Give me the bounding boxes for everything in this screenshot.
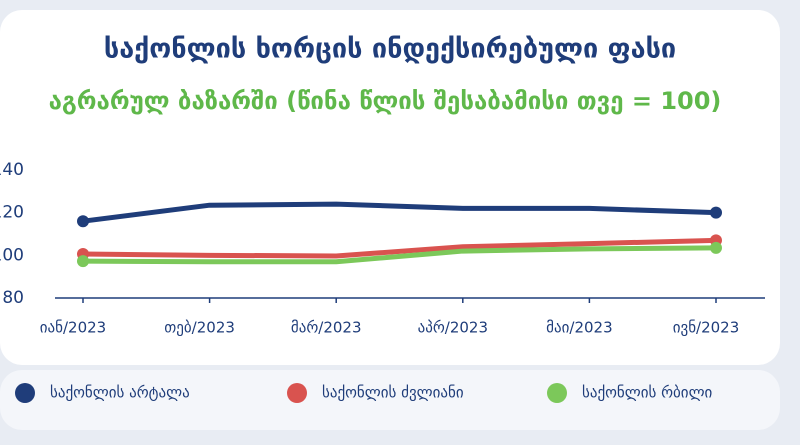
x-tick-label: მარ/2023 <box>291 319 362 337</box>
legend-label: საქონლის არტალა <box>50 384 190 402</box>
panel <box>0 10 780 365</box>
legend-marker <box>287 383 307 403</box>
x-tick-label: იან/2023 <box>40 319 106 337</box>
end-marker <box>77 255 89 268</box>
end-marker <box>710 206 722 219</box>
x-tick-label: აპრ/2023 <box>418 319 488 337</box>
x-tick-label: თებ/2023 <box>164 319 235 337</box>
series-line <box>80 245 719 265</box>
chart-title: საქონლის ხორცის ინდექსირებული ფასი <box>104 34 676 65</box>
legend-panel <box>0 370 780 430</box>
legend-label: საქონლის ძვლიანი <box>322 384 464 402</box>
y-tick-label: 140 <box>0 160 24 180</box>
y-tick-label: 100 <box>0 245 24 265</box>
legend-marker <box>547 383 567 403</box>
end-marker <box>710 241 722 254</box>
y-tick-label: 80 <box>2 288 24 308</box>
x-tick-label: ივნ/2023 <box>673 319 740 337</box>
series-line <box>80 237 719 259</box>
series-line <box>80 201 719 224</box>
legend-marker <box>15 383 35 403</box>
x-tick-label: მაი/2023 <box>546 319 612 337</box>
chart-subtitle: აგრარულ ბაზარში (წინა წლის შესაბამისი თვ… <box>49 87 722 115</box>
legend-label: საქონლის რბილი <box>582 384 713 402</box>
end-marker <box>77 215 89 228</box>
y-tick-label: 120 <box>0 203 24 223</box>
